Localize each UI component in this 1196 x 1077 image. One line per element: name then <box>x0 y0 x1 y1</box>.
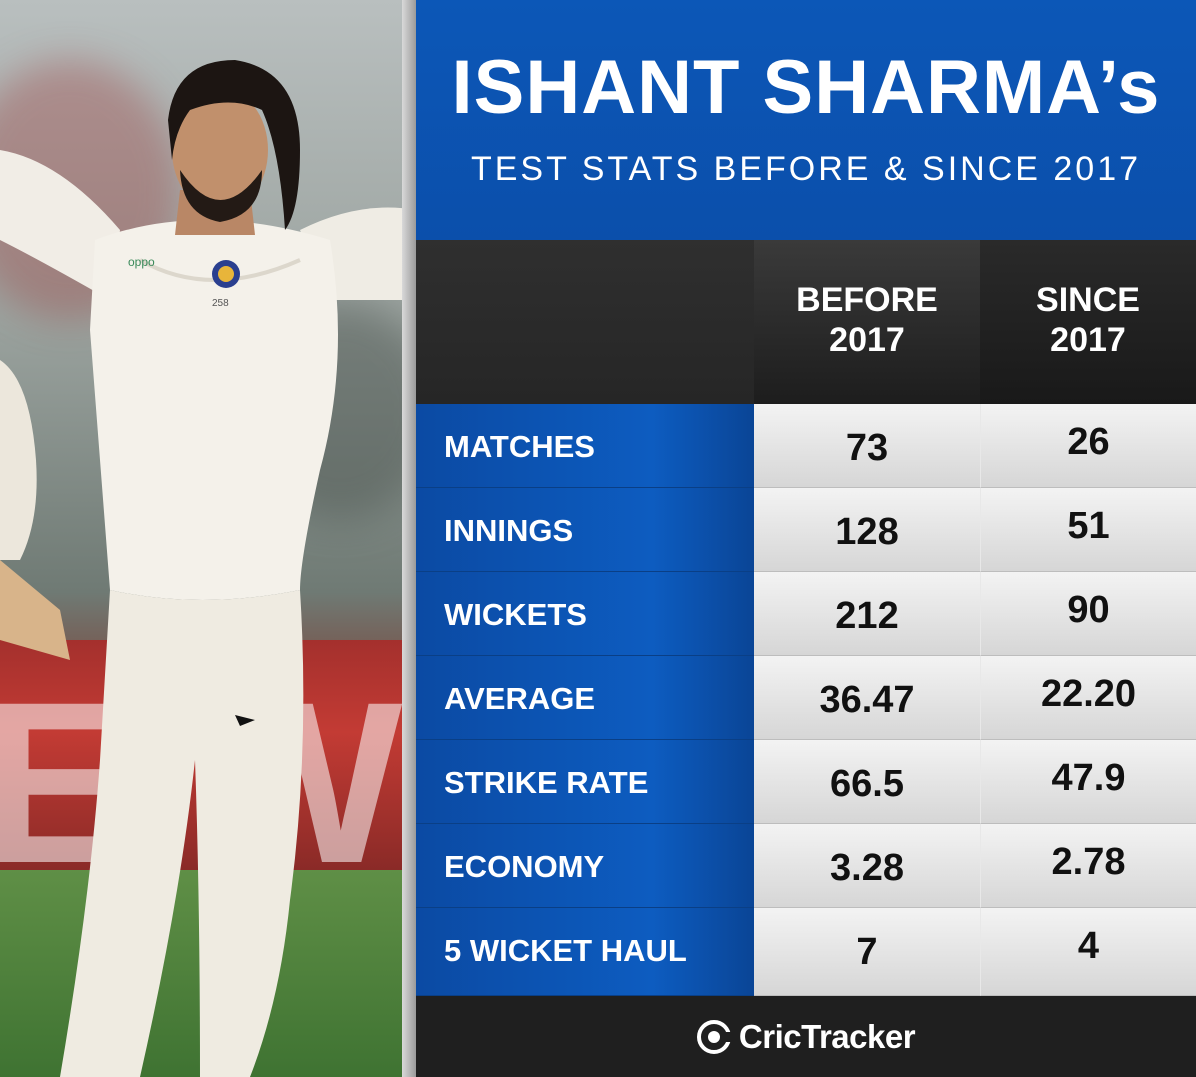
since-value: 2.78 <box>1051 841 1126 883</box>
since-value-cell: 26 <box>980 404 1196 488</box>
before-value: 66.5 <box>830 763 904 805</box>
table-row: 5 WICKET HAUL 7 4 <box>416 908 1196 996</box>
row-label-cell: INNINGS <box>416 488 754 572</box>
since-value: 90 <box>1067 589 1110 631</box>
before-value-cell: 3.28 <box>754 824 980 908</box>
page-title: ISHANT SHARMA’s <box>451 45 1161 130</box>
row-label: STRIKE RATE <box>444 765 649 800</box>
footer: CricTracker <box>416 996 1196 1077</box>
since-value-cell: 2.78 <box>980 824 1196 908</box>
row-label-cell: MATCHES <box>416 404 754 488</box>
column-header-before-line1: BEFORE <box>796 281 938 319</box>
before-value: 7 <box>856 931 878 973</box>
panel-divider <box>402 0 416 1077</box>
before-value: 128 <box>835 511 899 553</box>
since-value-cell: 51 <box>980 488 1196 572</box>
before-value-cell: 66.5 <box>754 740 980 824</box>
header-before-cell: BEFORE 2017 <box>754 240 980 404</box>
column-header-before: BEFORE 2017 <box>754 280 980 360</box>
table-row: WICKETS 212 90 <box>416 572 1196 656</box>
since-value: 26 <box>1067 421 1110 463</box>
table-header: BEFORE 2017 SINCE 2017 <box>416 240 1196 404</box>
header: ISHANT SHARMA’s TEST STATS BEFORE & SINC… <box>416 0 1196 240</box>
column-header-since-line2: 2017 <box>1050 321 1126 359</box>
column-header-since: SINCE 2017 <box>980 280 1196 360</box>
before-value: 3.28 <box>830 847 904 889</box>
row-label-cell: ECONOMY <box>416 824 754 908</box>
row-label: AVERAGE <box>444 681 596 716</box>
row-label: ECONOMY <box>444 849 605 884</box>
row-label: 5 WICKET HAUL <box>444 933 687 968</box>
since-value-cell: 22.20 <box>980 656 1196 740</box>
before-value-cell: 7 <box>754 908 980 996</box>
row-label-cell: AVERAGE <box>416 656 754 740</box>
row-label: INNINGS <box>444 513 574 548</box>
since-value: 4 <box>1077 925 1100 967</box>
svg-text:oppo: oppo <box>128 255 155 269</box>
before-value-cell: 73 <box>754 404 980 488</box>
since-value: 22.20 <box>1040 673 1137 715</box>
since-value: 51 <box>1067 505 1110 547</box>
before-value-cell: 212 <box>754 572 980 656</box>
since-value-cell: 47.9 <box>980 740 1196 824</box>
header-since-cell: SINCE 2017 <box>980 240 1196 404</box>
crictracker-logo-icon <box>696 1019 731 1054</box>
before-value: 36.47 <box>819 679 915 721</box>
player-figure: 258 oppo <box>0 60 416 1077</box>
before-value: 212 <box>835 595 899 637</box>
table-row: STRIKE RATE 66.5 47.9 <box>416 740 1196 824</box>
row-label-cell: WICKETS <box>416 572 754 656</box>
table-row: INNINGS 128 51 <box>416 488 1196 572</box>
row-label: MATCHES <box>444 429 595 464</box>
row-label-cell: STRIKE RATE <box>416 740 754 824</box>
page-subtitle: TEST STATS BEFORE & SINCE 2017 <box>470 150 1142 188</box>
since-value: 47.9 <box>1051 757 1126 799</box>
player-photo: E.W 258 oppo <box>0 0 416 1077</box>
since-value-cell: 4 <box>980 908 1196 996</box>
before-value-cell: 36.47 <box>754 656 980 740</box>
row-label-cell: 5 WICKET HAUL <box>416 908 754 996</box>
table-row: MATCHES 73 26 <box>416 404 1196 488</box>
brand-logo: CricTracker <box>416 996 1196 1077</box>
svg-text:258: 258 <box>212 298 229 309</box>
column-header-before-line2: 2017 <box>829 321 905 359</box>
table-row: ECONOMY 3.28 2.78 <box>416 824 1196 908</box>
since-value-cell: 90 <box>980 572 1196 656</box>
header-empty-cell <box>416 240 754 404</box>
row-label: WICKETS <box>444 597 587 632</box>
brand-name: CricTracker <box>738 1017 916 1055</box>
column-header-since-line1: SINCE <box>1036 281 1140 319</box>
before-value: 73 <box>845 427 889 469</box>
table-row: AVERAGE 36.47 22.20 <box>416 656 1196 740</box>
before-value-cell: 128 <box>754 488 980 572</box>
